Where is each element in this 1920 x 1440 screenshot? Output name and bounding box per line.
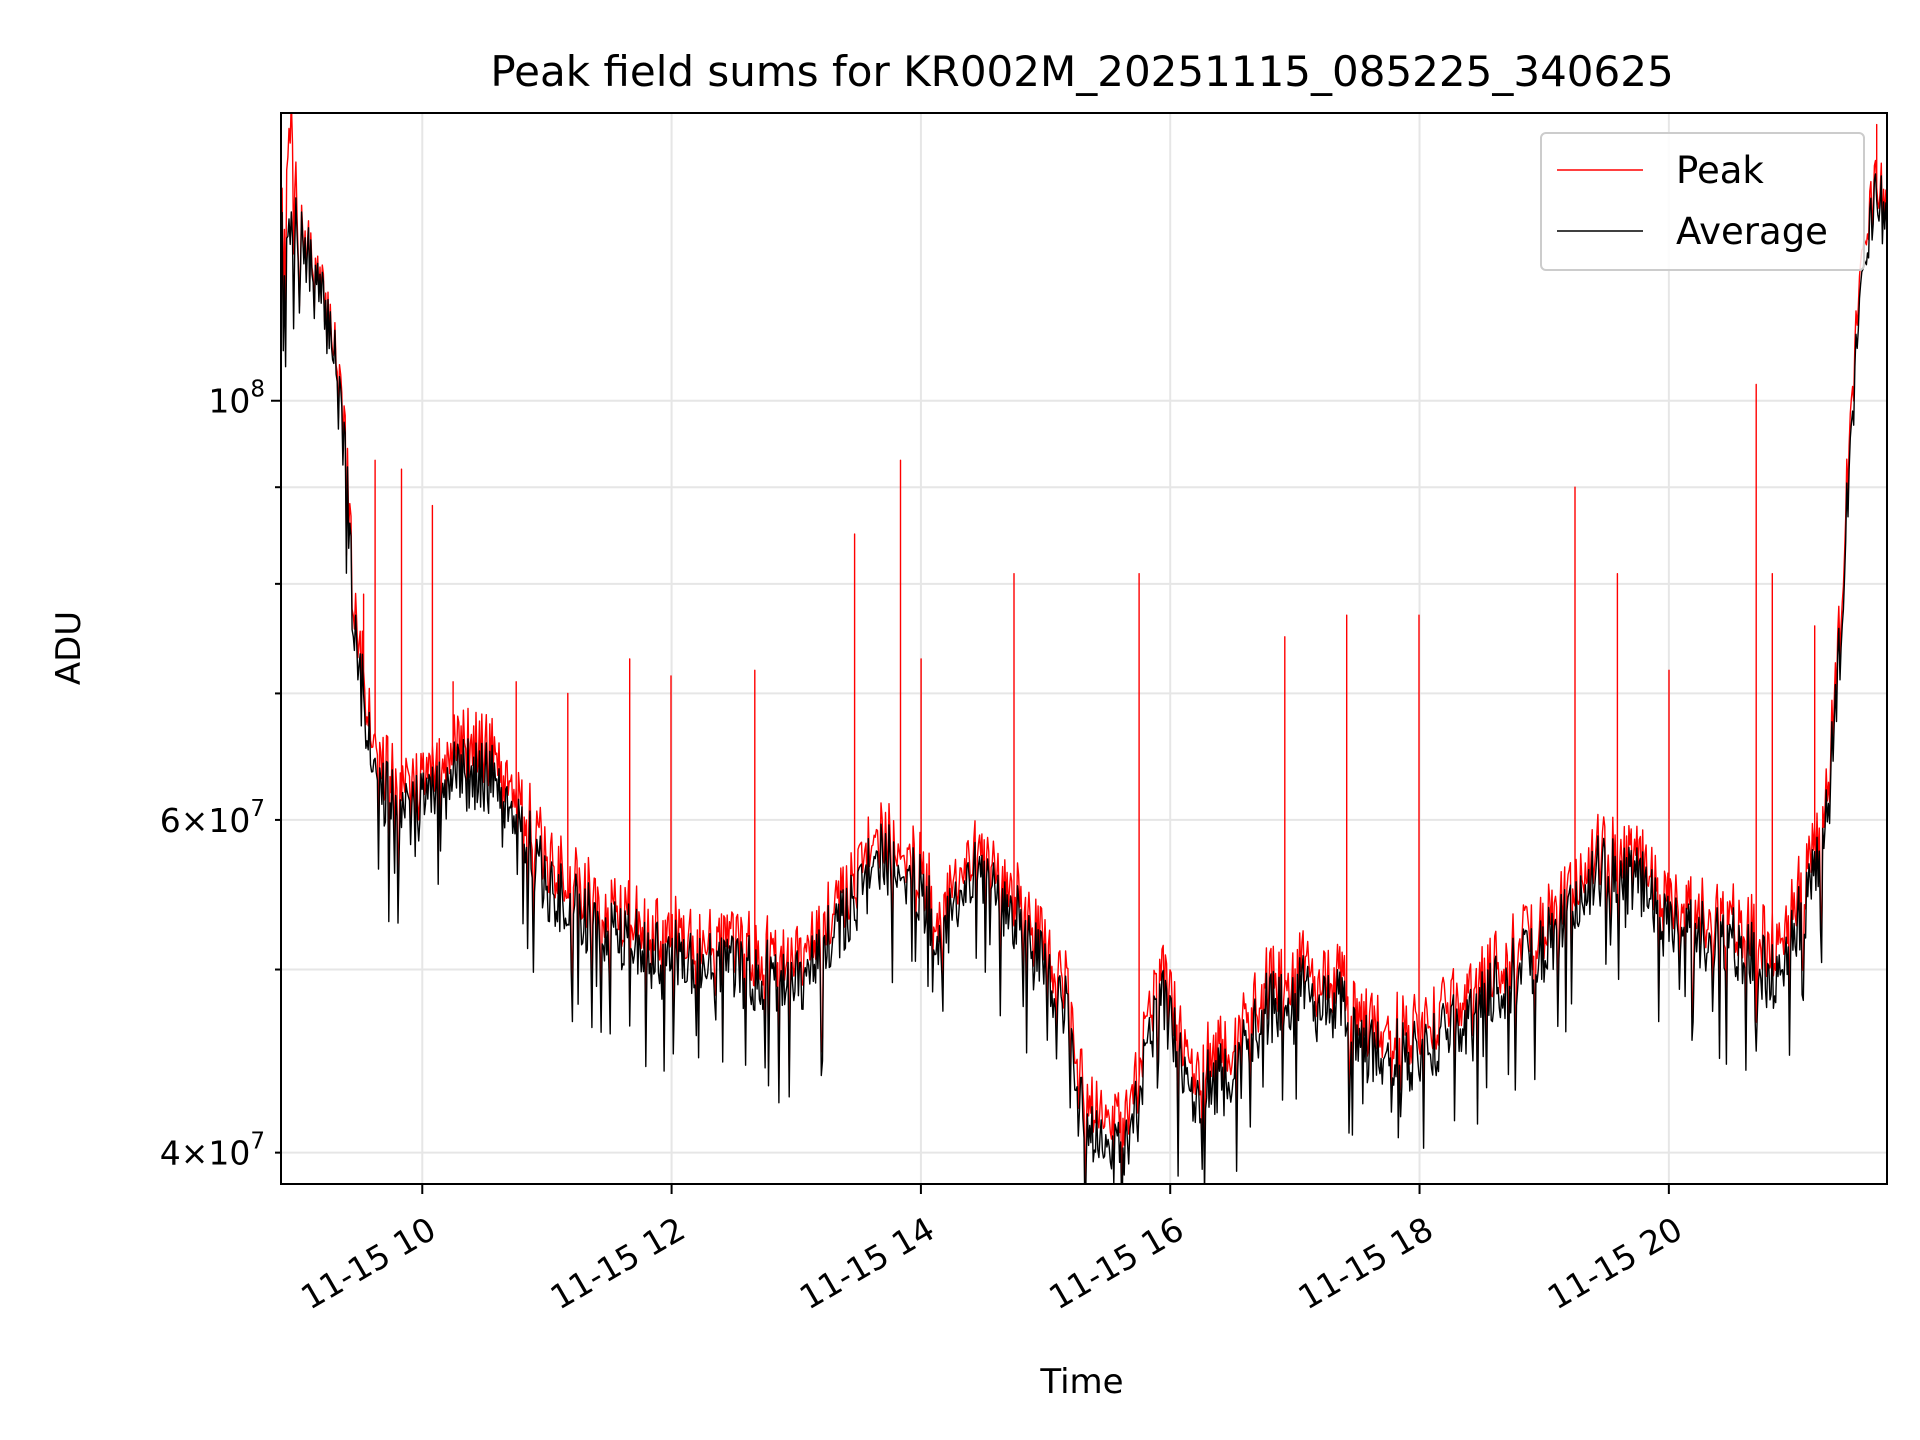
y-tick-label: 108 bbox=[208, 377, 265, 421]
y-tick-exponent: 8 bbox=[250, 377, 265, 403]
series-peak-line bbox=[281, 113, 1887, 1184]
y-axis-label: ADU bbox=[49, 611, 89, 685]
y-tick-label: 4×107 bbox=[160, 1129, 265, 1173]
y-tick-base: 10 bbox=[208, 801, 250, 840]
plot-area bbox=[281, 113, 1887, 1184]
y-tick-mantissa: 4× bbox=[160, 1134, 209, 1173]
y-tick-exponent: 7 bbox=[250, 796, 265, 822]
grid bbox=[281, 113, 1887, 1184]
plot-frame bbox=[280, 112, 1888, 1185]
legend-average-label: Average bbox=[1676, 210, 1828, 253]
y-tick-label: 6×107 bbox=[160, 796, 265, 840]
y-tick-exponent: 7 bbox=[250, 1129, 265, 1155]
legend-peak-label: Peak bbox=[1676, 149, 1764, 192]
series-average-line bbox=[281, 173, 1887, 1184]
y-tick-mantissa: 6× bbox=[160, 801, 209, 840]
legend-box bbox=[1540, 132, 1865, 271]
y-tick-base: 10 bbox=[208, 1134, 250, 1173]
legend: Peak Average bbox=[1540, 132, 1865, 271]
y-tick-base: 10 bbox=[208, 382, 250, 421]
x-axis-label: Time bbox=[1039, 1362, 1123, 1402]
chart-title: Peak field sums for KR002M_20251115_0852… bbox=[490, 47, 1673, 96]
